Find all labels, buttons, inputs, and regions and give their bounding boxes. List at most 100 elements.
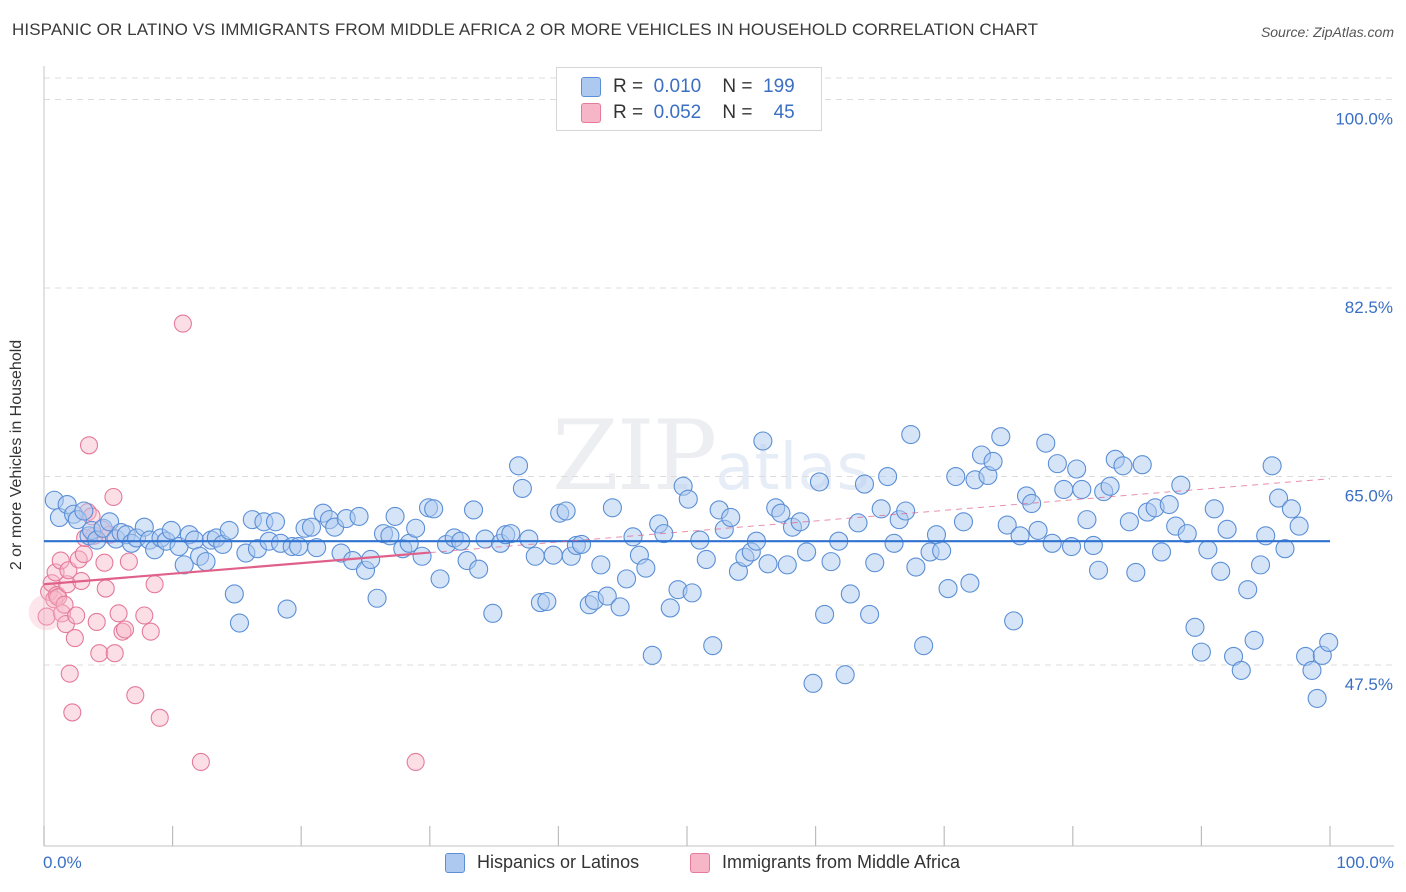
data-point-hispanics (501, 524, 521, 544)
data-point-middle-africa (191, 752, 210, 772)
y-tick-label: 47.5% (1345, 675, 1393, 694)
data-point-hispanics (602, 498, 622, 518)
data-point-middle-africa (141, 622, 160, 641)
trend-line-middle-africa-extension (429, 478, 1331, 554)
data-point-hispanics (1132, 455, 1152, 475)
legend-r-label: R = (613, 76, 644, 97)
data-point-hispanics (906, 557, 926, 577)
data-point-hispanics (1302, 660, 1322, 680)
data-point-hispanics (790, 512, 810, 532)
y-tick-label: 82.5% (1345, 298, 1393, 317)
legend-n-label: N = (722, 76, 753, 97)
legend-label-hispanics: Hispanics or Latinos (477, 852, 640, 872)
data-point-hispanics (983, 451, 1003, 472)
legend-label-middle-africa: Immigrants from Middle Africa (722, 852, 961, 872)
data-point-hispanics (771, 503, 791, 523)
data-point-hispanics (74, 501, 94, 521)
data-point-hispanics (571, 534, 592, 554)
watermark-atlas: atlas (715, 431, 870, 505)
data-point-hispanics (835, 665, 855, 685)
data-point-hispanics (525, 546, 545, 566)
data-point-middle-africa (115, 620, 135, 639)
data-point-hispanics (623, 527, 643, 547)
data-point-hispanics (896, 501, 916, 521)
data-point-hispanics (1238, 580, 1258, 600)
data-point-hispanics (556, 501, 576, 521)
data-point-hispanics (642, 645, 662, 665)
data-point-middle-africa (74, 545, 93, 564)
data-point-hispanics (1262, 456, 1282, 476)
data-point-hispanics (660, 598, 680, 618)
correlation-legend: R = 0.010 N = 199 R = 0.052 N = 45 (556, 67, 822, 131)
data-point-middle-africa (55, 595, 74, 614)
data-point-middle-africa (37, 607, 56, 626)
data-point-hispanics (265, 512, 286, 532)
data-point-hispanics (797, 542, 817, 562)
data-point-hispanics (1269, 488, 1289, 508)
data-point-hispanics (1028, 520, 1048, 540)
data-point-hispanics (860, 604, 880, 624)
data-point-hispanics (1231, 660, 1251, 680)
data-point-hispanics (1171, 475, 1191, 495)
data-point-middle-africa (135, 606, 154, 625)
x-tick-label-min: 0.0% (43, 853, 82, 872)
data-point-hispanics (1217, 519, 1237, 539)
y-tick-label: 100.0% (1335, 110, 1393, 129)
data-point-hispanics (854, 474, 875, 494)
legend-swatch-middle-africa (690, 852, 710, 873)
data-point-hispanics (878, 466, 898, 487)
data-point-hispanics (1151, 542, 1172, 562)
data-point-hispanics (1191, 642, 1211, 662)
data-point-hispanics (865, 553, 885, 573)
data-point-hispanics (1198, 540, 1218, 560)
data-point-hispanics (349, 506, 369, 526)
data-point-hispanics (1281, 499, 1301, 519)
data-point-hispanics (946, 466, 966, 487)
data-point-middle-africa (126, 686, 145, 705)
legend-n-value: 45 (773, 102, 795, 123)
data-point-hispanics (161, 520, 181, 540)
data-point-hispanics (777, 555, 797, 575)
data-point-hispanics (1004, 611, 1024, 631)
legend-row-middle-africa: R = 0.052 N = 45 (581, 100, 795, 126)
data-point-hispanics (1126, 562, 1146, 582)
data-point-hispanics (463, 500, 484, 520)
series-hispanics-latinos (44, 424, 1339, 708)
data-point-hispanics (483, 603, 503, 623)
legend-r-value: 0.010 (653, 76, 702, 97)
data-point-hispanics (991, 427, 1011, 447)
data-point-hispanics (821, 552, 841, 572)
source-label: Source: ZipAtlas.com (1260, 24, 1394, 40)
data-point-middle-africa (173, 314, 192, 333)
data-point-hispanics (815, 604, 835, 624)
data-point-hispanics (412, 546, 432, 566)
data-point-hispanics (678, 489, 698, 509)
data-point-hispanics (1177, 524, 1197, 544)
data-point-middle-africa (104, 487, 123, 507)
legend-item-middle-africa: Immigrants from Middle Africa (690, 852, 960, 873)
data-point-hispanics (543, 545, 563, 565)
data-point-hispanics (1047, 454, 1067, 474)
data-point-middle-africa (63, 703, 82, 722)
data-point-hispanics (1159, 494, 1179, 515)
data-point-hispanics (610, 597, 630, 617)
data-point-hispanics (430, 569, 450, 589)
data-point-hispanics (938, 579, 958, 599)
y-tick-labels: 47.5% 65.0% 82.5% 100.0% (1335, 110, 1393, 694)
data-point-middle-africa (406, 752, 425, 772)
data-point-hispanics (1100, 476, 1120, 496)
data-point-hispanics (537, 591, 557, 612)
y-axis-label: 2 or more Vehicles in Household (8, 339, 25, 571)
data-point-hispanics (1307, 688, 1327, 708)
legend-swatch-hispanics (445, 852, 465, 873)
data-point-hispanics (1211, 561, 1231, 581)
data-point-hispanics (1036, 433, 1056, 453)
data-point-middle-africa (67, 606, 86, 625)
data-point-middle-africa (69, 550, 88, 569)
y-tick-label: 65.0% (1345, 487, 1393, 506)
data-point-middle-africa (150, 708, 169, 727)
data-point-hispanics (1119, 512, 1139, 532)
data-point-hispanics (229, 613, 250, 633)
data-point-hispanics (1275, 539, 1295, 559)
legend-n-label: N = (722, 102, 753, 123)
